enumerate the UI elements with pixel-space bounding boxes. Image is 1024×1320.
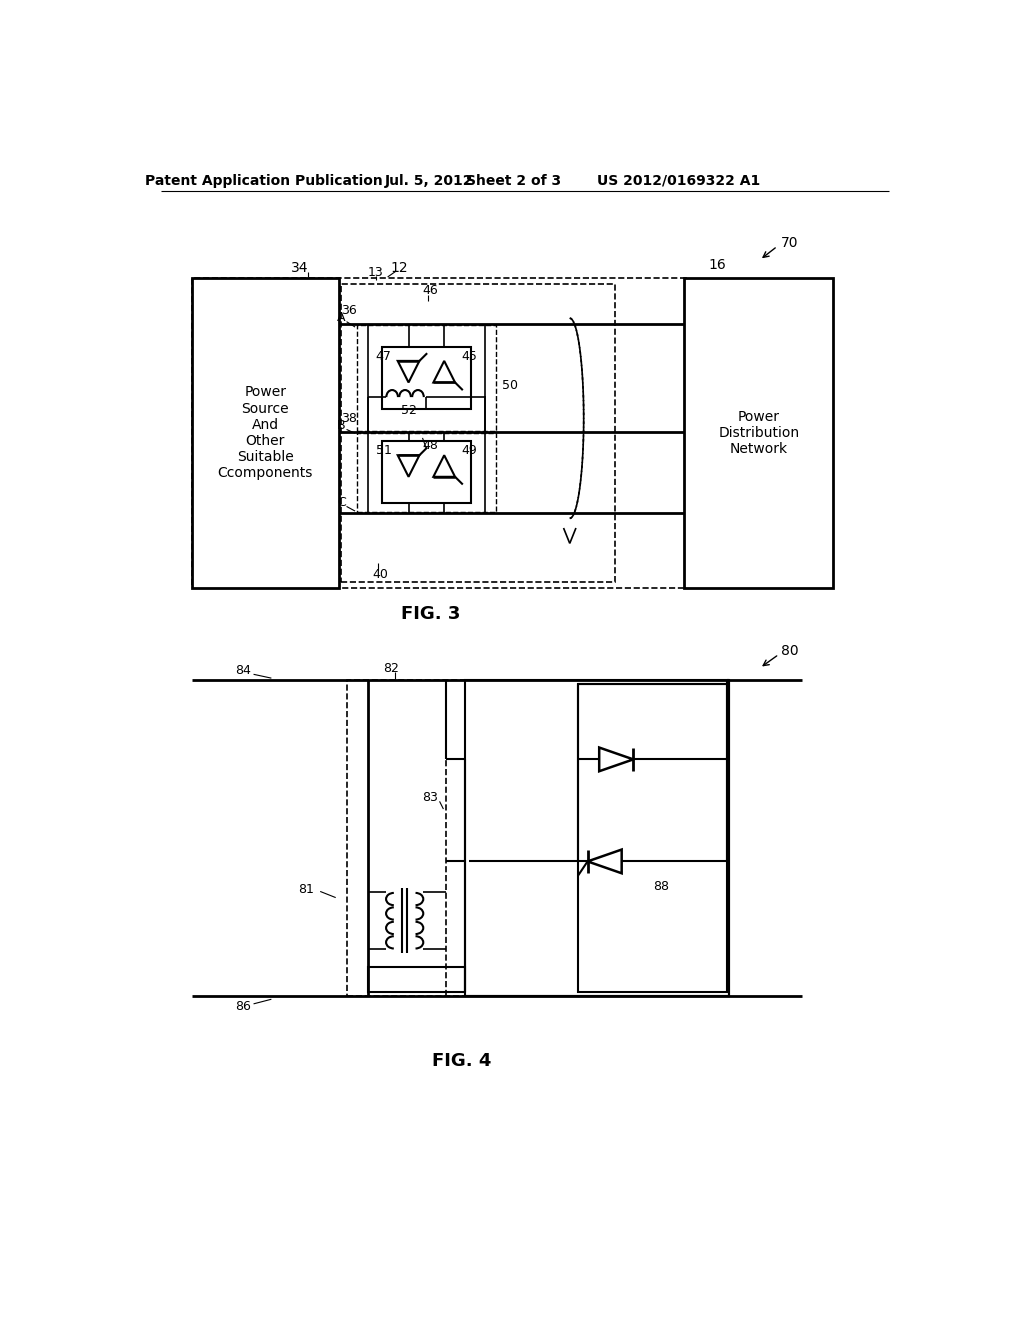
Text: 70: 70 bbox=[781, 236, 799, 249]
Text: C: C bbox=[337, 496, 345, 510]
Text: Power
Distribution
Network: Power Distribution Network bbox=[718, 409, 800, 457]
Text: 88: 88 bbox=[653, 879, 670, 892]
Text: 34: 34 bbox=[291, 261, 309, 275]
Text: Jul. 5, 2012: Jul. 5, 2012 bbox=[384, 174, 473, 187]
Bar bbox=[341, 284, 614, 582]
Text: 48: 48 bbox=[422, 440, 438, 453]
Text: Power
Source
And
Other
Suitable
Ccomponents: Power Source And Other Suitable Ccompone… bbox=[217, 385, 313, 480]
Text: Sheet 2 of 3: Sheet 2 of 3 bbox=[466, 174, 561, 187]
Text: FIG. 4: FIG. 4 bbox=[431, 1052, 490, 1069]
Text: 45: 45 bbox=[461, 350, 477, 363]
Bar bbox=[578, 684, 727, 993]
Text: 40: 40 bbox=[372, 568, 388, 581]
Text: 84: 84 bbox=[234, 664, 251, 677]
Bar bbox=[346, 681, 465, 997]
Text: 46: 46 bbox=[422, 284, 438, 297]
Bar bbox=[356, 433, 496, 512]
Text: 16: 16 bbox=[709, 257, 726, 272]
Bar bbox=[191, 277, 339, 589]
Text: 38: 38 bbox=[341, 412, 356, 425]
Text: 36: 36 bbox=[341, 305, 356, 317]
Text: 13: 13 bbox=[368, 265, 384, 279]
Text: 51: 51 bbox=[376, 444, 391, 457]
Bar bbox=[382, 347, 471, 409]
Text: US 2012/0169322 A1: US 2012/0169322 A1 bbox=[597, 174, 760, 187]
Text: B: B bbox=[337, 418, 345, 432]
Bar bbox=[356, 325, 496, 430]
Text: 81: 81 bbox=[298, 883, 314, 896]
Text: 50: 50 bbox=[502, 379, 518, 392]
Text: 47: 47 bbox=[376, 350, 391, 363]
Text: 52: 52 bbox=[401, 404, 417, 417]
Text: 86: 86 bbox=[234, 1001, 251, 1014]
Text: A: A bbox=[337, 312, 345, 325]
Text: 82: 82 bbox=[384, 661, 399, 675]
Bar bbox=[684, 277, 834, 589]
Text: Patent Application Publication: Patent Application Publication bbox=[144, 174, 383, 187]
Text: 80: 80 bbox=[781, 644, 799, 659]
Bar bbox=[369, 968, 465, 993]
Text: FIG. 3: FIG. 3 bbox=[400, 606, 460, 623]
Bar bbox=[465, 681, 729, 997]
Bar bbox=[191, 277, 686, 589]
Text: 49: 49 bbox=[461, 444, 477, 457]
Bar bbox=[382, 441, 471, 503]
Text: 12: 12 bbox=[390, 261, 408, 275]
Text: 83: 83 bbox=[422, 791, 438, 804]
